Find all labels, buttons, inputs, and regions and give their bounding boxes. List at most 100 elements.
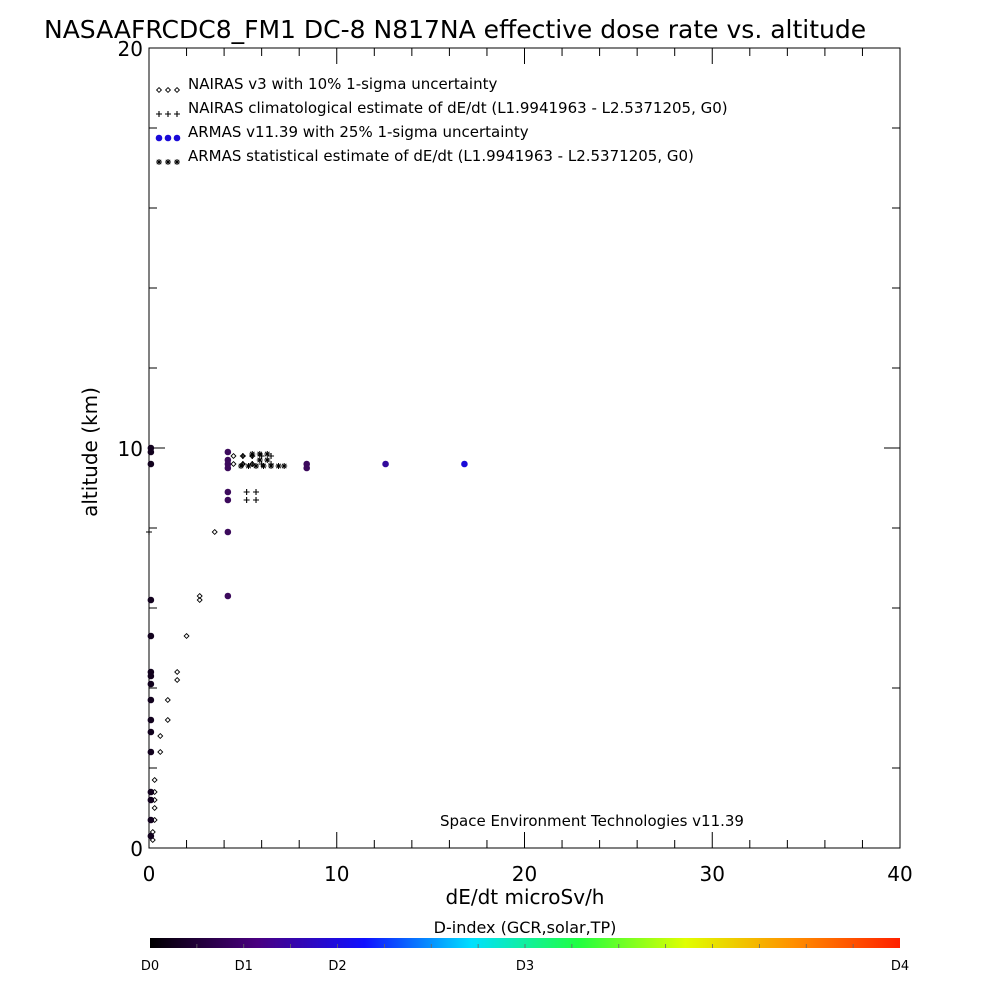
y-tick-label: 10 [118, 437, 143, 461]
data-point [253, 489, 260, 495]
legend-marker [156, 111, 162, 117]
data-point [224, 592, 232, 600]
colorbar-tick-label: D2 [328, 959, 346, 974]
data-point [253, 497, 260, 503]
data-point [243, 489, 250, 495]
x-tick-label: 30 [700, 862, 725, 886]
data-point [275, 463, 282, 469]
legend-marker [165, 111, 171, 117]
data-point [164, 696, 171, 704]
data-point [230, 460, 237, 468]
data-point [196, 592, 203, 600]
data-point [237, 463, 244, 469]
x-tick-label: 40 [887, 862, 912, 886]
data-point [256, 457, 263, 463]
data-point [147, 668, 155, 676]
legend-entry: NAIRAS v3 with 10% 1-sigma uncertainty [188, 75, 497, 93]
data-point [147, 596, 155, 604]
colorbar-label: D-index (GCR,solar,TP) [434, 918, 617, 937]
colorbar-tick-label: D0 [141, 959, 159, 974]
data-point [230, 452, 237, 460]
data-point [147, 748, 155, 756]
data-point [147, 696, 155, 704]
y-tick-label: 0 [130, 837, 143, 861]
data-point [147, 460, 155, 468]
x-tick-label: 20 [512, 862, 537, 886]
legend-marker [174, 111, 180, 117]
data-point [196, 596, 203, 604]
data-point [239, 453, 246, 459]
data-point [164, 716, 171, 724]
data-point [151, 776, 158, 784]
data-point [147, 788, 155, 796]
data-point [256, 451, 263, 457]
colorbar-tick-label: D4 [891, 959, 909, 974]
data-point [147, 816, 155, 824]
x-tick-label: 0 [143, 862, 156, 886]
legend-marker [173, 134, 181, 142]
legend-marker [165, 159, 171, 165]
data-point [147, 796, 155, 804]
x-tick-label: 10 [324, 862, 349, 886]
data-point [224, 448, 232, 456]
colorbar-tick-label: D3 [516, 959, 534, 974]
data-point [174, 668, 181, 676]
data-point [147, 632, 155, 640]
data-point [147, 716, 155, 724]
data-point [243, 497, 250, 503]
series-4 [237, 451, 288, 469]
plot-frame [148, 47, 901, 849]
data-point [260, 463, 267, 469]
data-point [281, 463, 288, 469]
data-point [157, 748, 164, 756]
data-point [249, 451, 256, 457]
legend-entry: ARMAS statistical estimate of dE/dt (L1.… [188, 147, 694, 165]
data-point [245, 463, 252, 469]
data-point [151, 804, 158, 812]
legend-entry: NAIRAS climatological estimate of dE/dt … [188, 99, 728, 117]
data-point [224, 528, 232, 536]
y-axis-label: altitude (km) [78, 387, 102, 517]
legend-marker [164, 86, 172, 94]
data-point [303, 460, 311, 468]
data-point [147, 444, 155, 452]
y-tick-label: 20 [118, 37, 143, 61]
data-point [174, 676, 181, 684]
data-point [264, 457, 271, 463]
colorbar-tick-label: D1 [235, 959, 253, 974]
legend-marker [173, 86, 181, 94]
legend-marker [164, 134, 172, 142]
credit-annotation: Space Environment Technologies v11.39 [440, 812, 744, 830]
data-point [224, 496, 232, 504]
legend: NAIRAS v3 with 10% 1-sigma uncertainty NA… [155, 75, 728, 165]
data-point [264, 451, 271, 457]
data-point [147, 680, 155, 688]
data-point [146, 529, 152, 535]
chart-title: NASAAFRCDC8_FM1 DC-8 N817NA effective do… [44, 15, 866, 44]
axis-ticks [148, 47, 901, 849]
data-point [211, 528, 218, 536]
legend-marker [174, 159, 180, 165]
legend-marker [156, 159, 162, 165]
data-point [268, 463, 275, 469]
axis-tick-labels: 0 10 20 30 40 0 10 20 [118, 37, 913, 886]
legend-marker [155, 134, 163, 142]
data-point [253, 463, 260, 469]
data-point [147, 728, 155, 736]
colorbar-ticks: D0 D1 D2 D3 D4 [141, 944, 909, 974]
series-3 [147, 444, 468, 840]
data-point [157, 732, 164, 740]
data-point [224, 456, 232, 464]
data-point [382, 460, 389, 468]
data-point [183, 632, 190, 640]
legend-entry: ARMAS v11.39 with 25% 1-sigma uncertaint… [188, 123, 529, 141]
data-point [147, 832, 155, 840]
legend-marker [155, 86, 163, 94]
data-marks [146, 444, 468, 844]
series-1 [149, 452, 256, 844]
x-axis-label: dE/dt microSv/h [446, 885, 605, 909]
data-point [224, 488, 232, 496]
data-point [461, 460, 468, 468]
colorbar [150, 938, 900, 948]
